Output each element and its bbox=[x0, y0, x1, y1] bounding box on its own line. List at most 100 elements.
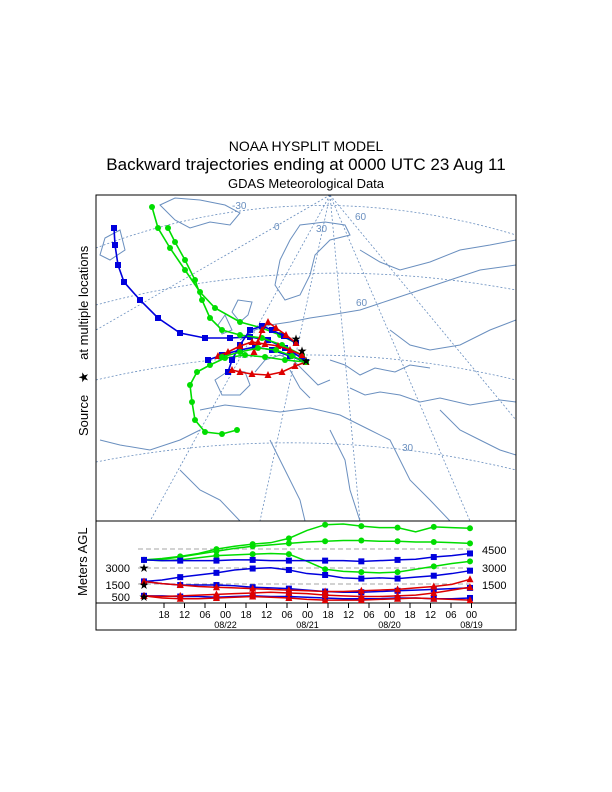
map-track-point-8-1 bbox=[282, 331, 290, 338]
profile-series-line-8 bbox=[143, 586, 471, 598]
map-track-point-3-2 bbox=[262, 354, 268, 360]
profile-point-7-6 bbox=[249, 584, 257, 592]
x-tick-label-13: 12 bbox=[425, 610, 437, 621]
map-track-point-7-2 bbox=[278, 368, 286, 375]
profile-point-3-14 bbox=[394, 556, 401, 563]
profile-point-2-4 bbox=[213, 552, 220, 559]
y-axis-label: Meters AGL bbox=[75, 527, 90, 596]
map-track-point-6-0 bbox=[298, 351, 306, 358]
grid-label-5: 60 bbox=[356, 298, 368, 309]
map-track-point-3-8 bbox=[189, 399, 195, 405]
map-track-point-0-6 bbox=[177, 330, 183, 336]
chart-subtitle: Backward trajectories ending at 0000 UTC… bbox=[106, 155, 506, 174]
source-star-1: ★ bbox=[291, 332, 302, 346]
map-track-point-5-4 bbox=[247, 327, 253, 333]
map-track-point-7-5 bbox=[236, 368, 244, 375]
ytick-left-1500: 1500 bbox=[106, 580, 130, 592]
profile-frame bbox=[95, 520, 517, 631]
coastlines bbox=[99, 197, 516, 521]
map-track-point-3-1 bbox=[282, 357, 288, 363]
map-track-point-4-3 bbox=[252, 344, 258, 350]
profile-point-7-14 bbox=[394, 585, 402, 593]
map-track-point-1-7 bbox=[167, 245, 173, 251]
x-tick-label-8: 18 bbox=[322, 610, 334, 621]
profile-point-7-16 bbox=[430, 582, 438, 590]
profile-point-3-0 bbox=[141, 556, 147, 563]
profile-series-line-3 bbox=[143, 552, 471, 563]
profile-point-9-6 bbox=[249, 592, 257, 600]
map-track-point-0-4 bbox=[227, 335, 233, 341]
profile-point-8-16 bbox=[430, 588, 438, 596]
map-track-point-9-1 bbox=[289, 353, 295, 359]
x-tick-label-7: 00 bbox=[302, 610, 314, 621]
profile-star-3: ★ bbox=[139, 590, 150, 604]
profile-point-3-16 bbox=[430, 554, 437, 561]
profile-point-2-18 bbox=[467, 558, 473, 565]
map-track-point-5-7 bbox=[225, 369, 231, 375]
profile-point-2-10 bbox=[322, 566, 329, 573]
grid-label-1: -30 bbox=[232, 201, 247, 212]
map-track-point-2-5 bbox=[207, 315, 213, 321]
profile-point-0-12 bbox=[358, 523, 365, 530]
grid-label-4: 60 bbox=[355, 212, 367, 223]
map-track-point-4-6 bbox=[205, 357, 211, 363]
profile-point-9-10 bbox=[321, 596, 329, 604]
profile-point-4-18 bbox=[467, 567, 473, 574]
map-track-point-1-8 bbox=[155, 225, 161, 231]
profile-point-7-4 bbox=[212, 583, 220, 591]
svg-text:Source ★ at mu: Source ★ at multiple locations bbox=[76, 245, 91, 436]
profile-point-0-16 bbox=[430, 523, 437, 530]
map-track-point-6-3 bbox=[261, 340, 269, 347]
map-track-point-8-4 bbox=[258, 326, 266, 333]
side-label-locations: at multiple locations bbox=[76, 245, 91, 360]
profile-point-8-18 bbox=[466, 583, 474, 591]
x-tick-label-6: 06 bbox=[281, 610, 293, 621]
map-track-point-7-4 bbox=[248, 370, 256, 377]
source-star-2: ★ bbox=[297, 344, 308, 358]
map-track-point-1-3 bbox=[237, 319, 243, 325]
map-track-point-3-12 bbox=[234, 427, 240, 433]
map-track-point-9-2 bbox=[273, 347, 279, 353]
map-track-point-6-6 bbox=[224, 348, 232, 355]
profile-point-8-6 bbox=[249, 588, 257, 596]
basemap bbox=[96, 195, 516, 521]
map-track-point-8-5 bbox=[254, 338, 262, 345]
profile-point-8-10 bbox=[321, 591, 329, 599]
profile-point-9-14 bbox=[394, 594, 402, 602]
profile-point-9-0 bbox=[140, 591, 148, 599]
profile-point-2-14 bbox=[394, 569, 401, 576]
profile-point-4-16 bbox=[430, 572, 437, 579]
x-tick-label-10: 06 bbox=[363, 610, 375, 621]
map-track-point-6-1 bbox=[286, 346, 294, 353]
profile-trajectories bbox=[140, 521, 474, 604]
profile-point-1-10 bbox=[322, 538, 329, 545]
profile-series-line-2 bbox=[143, 552, 471, 574]
profile-point-0-18 bbox=[467, 525, 473, 532]
profile-point-9-2 bbox=[176, 594, 184, 602]
profile-point-2-8 bbox=[285, 551, 292, 558]
map-track-point-0-5 bbox=[202, 335, 208, 341]
model-title: NOAA HYSPLIT MODEL bbox=[228, 138, 384, 154]
map-track-point-5-2 bbox=[269, 327, 275, 333]
map-track-3 bbox=[189, 354, 307, 435]
profile-point-4-2 bbox=[177, 574, 184, 581]
profile-point-9-4 bbox=[212, 593, 220, 601]
profile-point-4-4 bbox=[213, 569, 220, 576]
profile-point-9-18 bbox=[466, 596, 474, 604]
profile-point-7-12 bbox=[357, 586, 365, 594]
profile-point-7-18 bbox=[466, 575, 474, 583]
map-track-point-7-1 bbox=[291, 362, 299, 369]
profile-panel: 3000 1500 500 ★ ★ ★ 4500 3000 1500 Meter… bbox=[75, 520, 517, 631]
profile-point-1-12 bbox=[358, 537, 365, 544]
profile-point-1-16 bbox=[430, 538, 437, 545]
map-track-point-0-9 bbox=[121, 279, 127, 285]
map-track-point-3-5 bbox=[207, 362, 213, 368]
side-label: Source ★ at multiple locations bbox=[76, 245, 91, 436]
map-track-point-8-2 bbox=[272, 324, 280, 331]
profile-point-8-12 bbox=[357, 592, 365, 600]
ytick-left-500: 500 bbox=[112, 592, 130, 604]
x-tick-label-14: 06 bbox=[445, 610, 457, 621]
map-track-point-8-6 bbox=[250, 348, 258, 355]
profile-point-3-18 bbox=[467, 550, 473, 557]
x-tick-label-0: 18 bbox=[158, 610, 170, 621]
